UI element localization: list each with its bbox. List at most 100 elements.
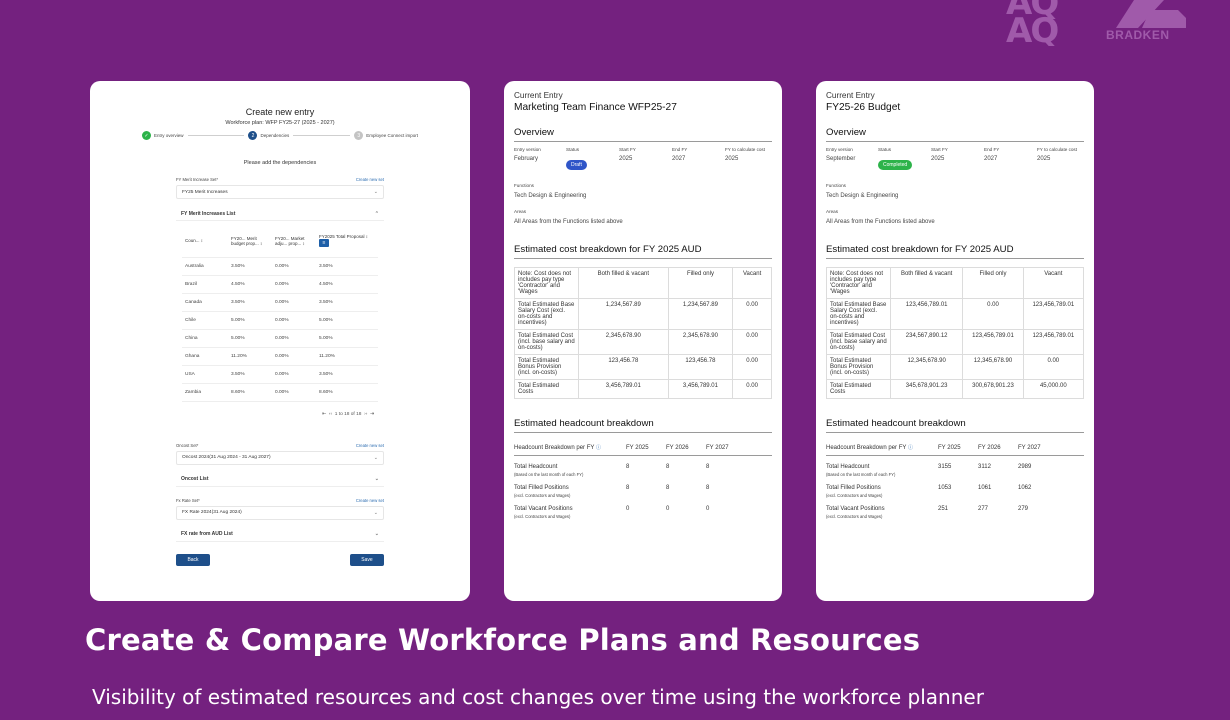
table-cell: 12,345,678.90	[889, 354, 964, 380]
overview-key: Entry version	[514, 147, 541, 152]
prev-page-icon[interactable]: ‹‹	[328, 411, 333, 417]
column-header-merit-budget[interactable]: FY20... Merit budget prop... ↕	[228, 225, 272, 258]
step-employee-connect-import[interactable]: 3 Employee Connect import	[354, 131, 418, 140]
column-header: Vacant	[732, 267, 772, 299]
oncost-list-title: Oncost List	[181, 476, 209, 482]
chevron-down-icon: ⌄	[373, 189, 378, 195]
table-cell-spacer	[746, 498, 772, 519]
table-cell: 8	[706, 464, 710, 470]
oncost-create-set-link[interactable]: Create new set	[355, 442, 384, 448]
functions-label: Functions	[514, 183, 534, 188]
table-cell: Total Estimated Bonus Provision (incl. o…	[514, 354, 579, 380]
current-entry-label: Current Entry	[514, 91, 563, 100]
entry-view: Current Entry FY25-26 Budget Overview Entry…	[826, 91, 1085, 519]
back-button[interactable]: Back	[176, 553, 210, 566]
calc-fy-value: 2025	[1037, 156, 1051, 162]
column-label: Coun...	[185, 238, 200, 244]
headcount-heading: Estimated headcount breakdown	[514, 418, 772, 433]
fx-create-set-link[interactable]: Create new set	[355, 497, 384, 503]
table-row[interactable]: Brazil 4.50% 0.00% 4.50%	[182, 275, 378, 294]
fx-list-accordion[interactable]: FX rate from AUD List ⌄	[176, 528, 384, 542]
column-header-country[interactable]: Coun... ↕	[182, 225, 228, 258]
row-sublabel: (excl. Contractors and Wages)	[514, 493, 571, 498]
merit-list-accordion[interactable]: FY Merit Increases List ⌃	[176, 207, 384, 221]
sort-icon[interactable]: ↕	[302, 240, 305, 246]
first-page-icon[interactable]: ⇤	[322, 411, 327, 417]
step-label: Dependencies	[260, 133, 290, 138]
column-header: Headcount Breakdown per FY ⓘ	[826, 441, 938, 456]
table-cell: Ghana	[182, 347, 228, 366]
merit-field-row: FY Merit Increase Set* Create new set	[176, 177, 384, 182]
sort-icon[interactable]: ↕	[200, 238, 204, 244]
table-cell: 8	[706, 485, 710, 491]
headcount-table: Headcount Breakdown per FY ⓘ FY 2025 FY 20…	[514, 441, 772, 519]
oncost-set-value: Oncost 2024(31 Aug 2024 - 31 Aug 2027)	[182, 455, 271, 460]
overview-key: Start FY	[619, 147, 636, 152]
row-label-cell: Total Filled Positions (excl. Contractors…	[826, 477, 938, 498]
last-page-icon[interactable]: ⇥	[369, 411, 374, 417]
table-cell: 0.00%	[272, 311, 316, 330]
table-cell: 2,345,678.90	[667, 329, 734, 355]
next-page-icon[interactable]: ››	[364, 411, 368, 417]
table-row[interactable]: Australia 3.50% 0.00% 3.50%	[182, 257, 378, 276]
table-cell: 0.00%	[272, 383, 316, 402]
table-cell: 2989	[1018, 464, 1032, 470]
areas-block: Areas All Areas from the Functions listed…	[826, 209, 1084, 225]
column-header-market-adjustment[interactable]: FY20... Market adju... prop... ↕	[272, 225, 316, 258]
table-row[interactable]: USA 3.50% 0.00% 3.50%	[182, 365, 378, 384]
table-row[interactable]: Ghana 11.20% 0.00% 11.20%	[182, 347, 378, 366]
table-cell: 0.00	[1022, 354, 1085, 380]
merit-create-set-link[interactable]: Create new set	[355, 177, 384, 182]
table-cell: 4.50%	[228, 275, 272, 294]
table-cell: 3,456,789.01	[578, 379, 669, 399]
sort-icon[interactable]: ↕	[260, 240, 263, 246]
entry-view: Current Entry Marketing Team Finance WFP2…	[514, 91, 772, 519]
fx-set-select[interactable]: FX Rate 2024(31 Aug 2024) ⌄	[176, 505, 384, 520]
info-icon[interactable]: ⓘ	[595, 445, 601, 451]
table-row[interactable]: Chile 5.00% 0.00% 5.00%	[182, 311, 378, 330]
merit-set-select[interactable]: FY25 Merit Increases ⌄	[176, 185, 384, 199]
oncost-set-label: Oncost Set*	[176, 442, 199, 448]
table-cell: 0.00%	[272, 293, 316, 312]
table-cell-spacer	[1058, 456, 1084, 478]
step-entry-overview[interactable]: ✓ Entry overview	[142, 131, 184, 140]
table-row: Total Vacant Positions (excl. Contractors…	[514, 498, 772, 519]
table-cell: Canada	[182, 293, 228, 312]
merit-set-value: FY25 Merit Increases	[182, 189, 228, 195]
table-cell: 345,678,901.23	[889, 379, 964, 399]
table-cell: Total Estimated Costs	[826, 379, 891, 399]
step-dependencies[interactable]: 2 Dependencies	[248, 131, 289, 140]
table-cell: 3112	[978, 464, 991, 470]
bradken-wordmark: BRADKEN	[1106, 28, 1170, 42]
functions-label: Functions	[826, 183, 846, 188]
filter-icon[interactable]: ≡	[319, 239, 329, 248]
table-row[interactable]: Canada 3.50% 0.00% 3.50%	[182, 293, 378, 312]
step-label: Employee Connect import	[366, 133, 419, 138]
column-label: Headcount Breakdown per FY	[826, 445, 907, 451]
table-row: Total Estimated Cost (incl. base salary …	[514, 329, 772, 355]
table-cell: 5.00%	[228, 311, 272, 330]
table-cell: 5.00%	[228, 329, 272, 348]
table-cell-spacer	[1058, 498, 1084, 519]
column-label: Headcount Breakdown per FY	[514, 445, 595, 451]
save-button[interactable]: Save	[350, 553, 384, 566]
column-label: FY2025 Total Proposal	[319, 234, 365, 240]
table-row[interactable]: China 5.00% 0.00% 5.00%	[182, 329, 378, 348]
table-cell: 12,345,678.90	[962, 354, 1024, 380]
info-icon[interactable]: ⓘ	[907, 445, 913, 451]
table-cell: Total Estimated Cost (incl. base salary …	[514, 329, 579, 355]
headline: Create & Compare Workforce Plans and Res…	[85, 623, 921, 657]
table-cell: 0	[666, 506, 670, 512]
sort-icon[interactable]: ↕	[365, 234, 368, 240]
table-row: Total Headcount (Based on the last month …	[826, 456, 1084, 478]
merit-set-label: FY Merit Increase Set*	[176, 177, 219, 182]
table-cell: 3.50%	[228, 257, 272, 276]
row-sublabel: (Based on the last month of each FY)	[826, 472, 896, 477]
oncost-set-select[interactable]: Oncost 2024(31 Aug 2024 - 31 Aug 2027) ⌄	[176, 450, 384, 465]
column-header-total-proposal[interactable]: FY2025 Total Proposal ↕ ≡	[316, 225, 378, 258]
areas-label: Areas	[826, 209, 839, 214]
table-row[interactable]: Zambia 8.60% 0.00% 8.60%	[182, 383, 378, 402]
oncost-list-accordion[interactable]: Oncost List ⌄	[176, 473, 384, 487]
overview-key: Status	[566, 147, 580, 152]
entry-name: FY25-26 Budget	[826, 102, 901, 113]
